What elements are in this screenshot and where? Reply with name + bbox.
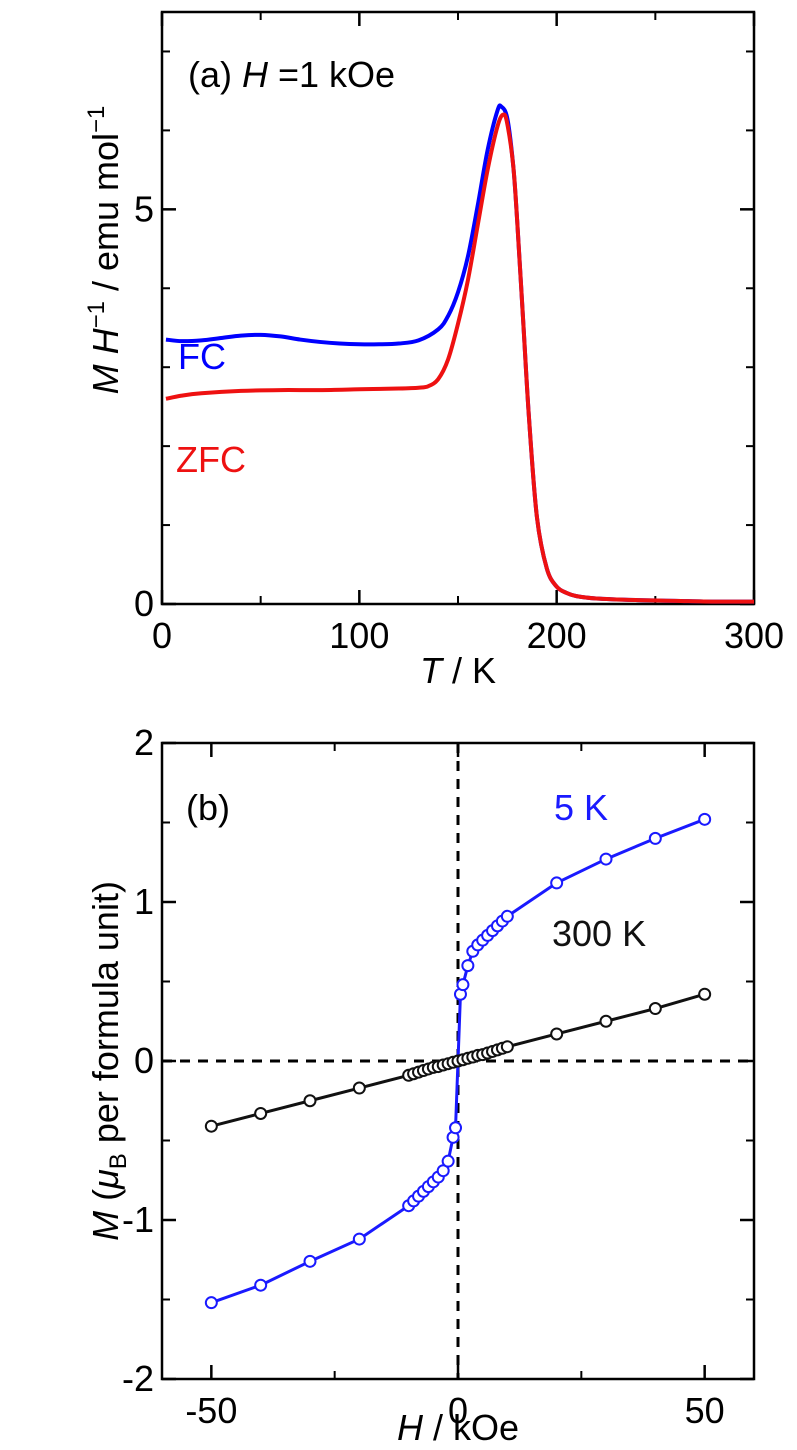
data-point-5-k bbox=[303, 1254, 317, 1268]
panel-b-ticks: -50 0 50 -2 -1 0 1 2 bbox=[122, 722, 754, 1431]
panel-b-series bbox=[204, 812, 712, 1310]
data-point-300-k bbox=[648, 1002, 662, 1016]
series-line-zfc bbox=[165, 112, 755, 604]
legend-label-fc: FC bbox=[178, 336, 226, 377]
panel-b-y-axis-label: M (μB per formula unit) bbox=[85, 881, 132, 1241]
data-point-300-k bbox=[204, 1119, 218, 1133]
data-point-5-k bbox=[698, 812, 712, 826]
series-line-fc bbox=[165, 103, 755, 604]
series-label-5k: 5 K bbox=[554, 787, 608, 828]
data-point-300-k bbox=[550, 1027, 564, 1041]
panel-b-field-plot: -50 0 50 -2 -1 0 1 2 (b) 5 K 300 K H / kOe M (μ… bbox=[85, 722, 756, 1448]
panel-a-ticks: 0 100 200 300 0 5 bbox=[134, 12, 784, 656]
data-point-5-k bbox=[441, 1154, 455, 1168]
data-point-5-k bbox=[449, 1121, 463, 1135]
panel-a-series bbox=[165, 103, 755, 604]
y-tick-label: 2 bbox=[134, 722, 154, 763]
x-tick-label: 50 bbox=[685, 1390, 725, 1431]
x-tick-label: 200 bbox=[527, 615, 587, 656]
data-point-5-k bbox=[204, 1296, 218, 1310]
y-tick-label: 1 bbox=[134, 881, 154, 922]
panel-a-y-axis-label: M H−1 / emu mol−1 bbox=[83, 106, 126, 395]
data-point-5-k bbox=[456, 978, 470, 992]
data-point-5-k bbox=[461, 959, 475, 973]
y-tick-label: -1 bbox=[122, 1199, 154, 1240]
data-point-300-k bbox=[352, 1081, 366, 1095]
panel-b-annotation: (b) bbox=[186, 787, 230, 828]
data-point-300-k bbox=[303, 1094, 317, 1108]
series-label-300k: 300 K bbox=[552, 913, 646, 954]
data-point-5-k bbox=[500, 909, 514, 923]
y-tick-label: 5 bbox=[134, 188, 154, 229]
x-tick-label: 0 bbox=[448, 1390, 468, 1431]
data-point-5-k bbox=[254, 1278, 268, 1292]
y-tick-label: -2 bbox=[122, 1358, 154, 1399]
panel-a-temperature-plot: 0 100 200 300 0 5 (a) H =1 kOe FC ZFC T / K M… bbox=[83, 10, 784, 691]
data-point-5-k bbox=[550, 876, 564, 890]
data-point-300-k bbox=[599, 1014, 613, 1028]
y-tick-label: 0 bbox=[134, 583, 154, 624]
x-tick-label: -50 bbox=[185, 1390, 237, 1431]
data-point-300-k bbox=[500, 1040, 514, 1054]
data-point-5-k bbox=[648, 831, 662, 845]
panel-a-x-axis-label: T / K bbox=[420, 650, 496, 691]
data-point-5-k bbox=[352, 1232, 366, 1246]
data-point-300-k bbox=[254, 1106, 268, 1120]
x-tick-label: 100 bbox=[329, 615, 389, 656]
data-point-300-k bbox=[698, 987, 712, 1001]
panel-b-x-axis-label: H / kOe bbox=[397, 1407, 519, 1448]
legend-label-zfc: ZFC bbox=[176, 439, 246, 480]
x-tick-label: 0 bbox=[152, 615, 172, 656]
panel-a-annotation: (a) H =1 kOe bbox=[188, 54, 395, 95]
data-point-5-k bbox=[599, 852, 613, 866]
y-tick-label: 0 bbox=[134, 1040, 154, 1081]
panel-a-frame bbox=[160, 10, 756, 606]
x-tick-label: 300 bbox=[724, 615, 784, 656]
